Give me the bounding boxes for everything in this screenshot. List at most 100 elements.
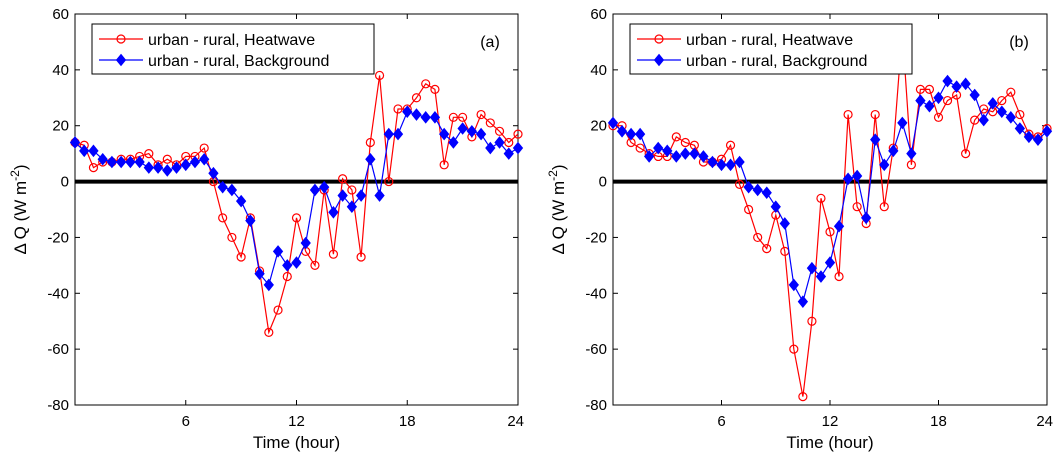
data-point bbox=[942, 95, 953, 106]
data-point bbox=[824, 256, 836, 269]
data-point bbox=[879, 158, 890, 172]
data-point bbox=[383, 127, 394, 141]
data-point bbox=[199, 143, 209, 153]
y-tick-label: 20 bbox=[52, 118, 69, 135]
data-point bbox=[743, 180, 754, 194]
legend-marker bbox=[115, 53, 127, 67]
data-point bbox=[448, 136, 459, 149]
data-point bbox=[494, 136, 505, 149]
data-point bbox=[798, 392, 808, 402]
data-point bbox=[263, 278, 274, 292]
data-point bbox=[915, 84, 926, 95]
data-point bbox=[217, 180, 228, 194]
legend-marker bbox=[653, 53, 665, 67]
x-tick-label: 18 bbox=[399, 413, 416, 430]
data-point bbox=[402, 105, 413, 119]
y-tick-label: -60 bbox=[585, 341, 607, 358]
x-tick-label: 12 bbox=[288, 413, 305, 430]
x-tick-label: 6 bbox=[717, 413, 725, 430]
data-point bbox=[411, 108, 422, 121]
data-point bbox=[134, 155, 145, 169]
y-axis-label: Δ Q (W m-2) bbox=[546, 164, 568, 254]
data-point bbox=[1015, 109, 1025, 120]
data-point bbox=[162, 154, 172, 164]
data-point bbox=[291, 256, 302, 269]
data-point bbox=[512, 141, 524, 155]
data-point bbox=[384, 176, 394, 187]
data-point bbox=[725, 140, 736, 150]
legend-box bbox=[629, 23, 913, 75]
data-point bbox=[162, 164, 173, 177]
data-point bbox=[698, 150, 709, 163]
data-point bbox=[915, 94, 926, 107]
data-point bbox=[485, 118, 495, 128]
data-point bbox=[1041, 125, 1053, 138]
y-axis-label-sup: -2 bbox=[546, 170, 560, 181]
data-point bbox=[816, 193, 826, 203]
legend-label: urban - rural, Background bbox=[148, 53, 329, 70]
data-point bbox=[815, 270, 827, 283]
data-point bbox=[458, 112, 468, 122]
data-point bbox=[466, 125, 478, 138]
data-point bbox=[273, 305, 283, 315]
y-axis-label-main: Δ Q (W m bbox=[11, 181, 30, 255]
x-tick-label: 6 bbox=[182, 413, 190, 430]
data-point bbox=[1032, 133, 1044, 146]
data-point bbox=[346, 200, 358, 213]
data-point bbox=[144, 149, 154, 159]
data-point bbox=[319, 180, 330, 194]
data-point bbox=[365, 137, 375, 148]
x-tick-label: 24 bbox=[507, 413, 524, 430]
data-point bbox=[328, 249, 339, 259]
legend-box bbox=[91, 23, 375, 75]
data-point bbox=[635, 143, 645, 153]
data-point bbox=[861, 211, 872, 225]
y-tick-label: 40 bbox=[52, 62, 69, 79]
data-point bbox=[978, 113, 989, 127]
data-point bbox=[960, 77, 971, 91]
data-point bbox=[218, 213, 228, 223]
data-point bbox=[734, 155, 745, 169]
data-point bbox=[393, 104, 403, 114]
data-point bbox=[852, 202, 862, 212]
data-point bbox=[291, 213, 302, 223]
data-point bbox=[421, 79, 431, 89]
data-point bbox=[987, 97, 998, 110]
data-point bbox=[716, 158, 727, 172]
panel-label: (b) bbox=[1009, 34, 1029, 51]
data-point bbox=[671, 132, 681, 142]
data-point bbox=[762, 244, 772, 254]
x-axis-label: Time (hour) bbox=[786, 433, 873, 452]
data-point bbox=[439, 160, 449, 170]
data-point bbox=[789, 344, 799, 354]
data-point bbox=[227, 232, 237, 243]
data-point bbox=[171, 161, 182, 174]
y-tick-label: -80 bbox=[585, 397, 607, 414]
data-point bbox=[680, 147, 691, 160]
legend-marker bbox=[116, 34, 126, 44]
data-point bbox=[752, 183, 763, 197]
legend-label: urban - rural, Heatwave bbox=[686, 32, 853, 49]
data-point bbox=[807, 316, 817, 326]
data-point bbox=[420, 111, 431, 124]
data-point bbox=[707, 155, 718, 169]
y-tick-label: -40 bbox=[585, 285, 607, 302]
x-axis-label: Time (hour) bbox=[253, 433, 340, 452]
y-tick-label: 40 bbox=[590, 62, 607, 79]
data-point bbox=[625, 127, 637, 141]
data-point bbox=[616, 125, 628, 138]
data-point bbox=[504, 137, 514, 148]
data-point bbox=[272, 245, 284, 258]
data-point bbox=[961, 149, 971, 159]
data-point bbox=[328, 206, 339, 219]
data-point bbox=[208, 166, 219, 180]
data-point bbox=[1014, 122, 1026, 135]
data-point bbox=[199, 152, 210, 166]
x-tick-label: 18 bbox=[930, 413, 947, 430]
data-point bbox=[879, 202, 889, 212]
data-point bbox=[254, 267, 265, 281]
data-point bbox=[439, 127, 450, 141]
series-line bbox=[74, 75, 519, 335]
data-point bbox=[97, 152, 108, 166]
data-point bbox=[411, 93, 422, 103]
